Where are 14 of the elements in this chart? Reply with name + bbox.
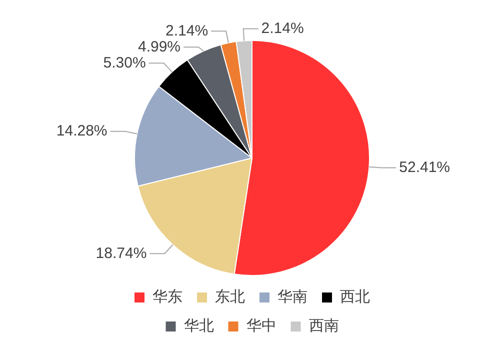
legend-label: 华中 — [246, 318, 276, 335]
data-label: 2.14% — [261, 20, 304, 37]
legend-label: 西北 — [340, 288, 370, 306]
data-label: 2.14% — [166, 22, 208, 40]
data-label: 18.74% — [96, 244, 147, 262]
data-label: 4.99% — [138, 38, 181, 56]
legend-label: 华南 — [278, 288, 308, 306]
data-label: 14.28% — [56, 122, 108, 140]
data-label: 52.41% — [399, 158, 450, 176]
legend-label: 西南 — [308, 318, 339, 335]
legend-label: 华东 — [152, 288, 182, 306]
legend-label: 东北 — [215, 288, 245, 306]
legend-label: 华北 — [184, 318, 214, 335]
data-label: 5.30% — [103, 54, 146, 72]
